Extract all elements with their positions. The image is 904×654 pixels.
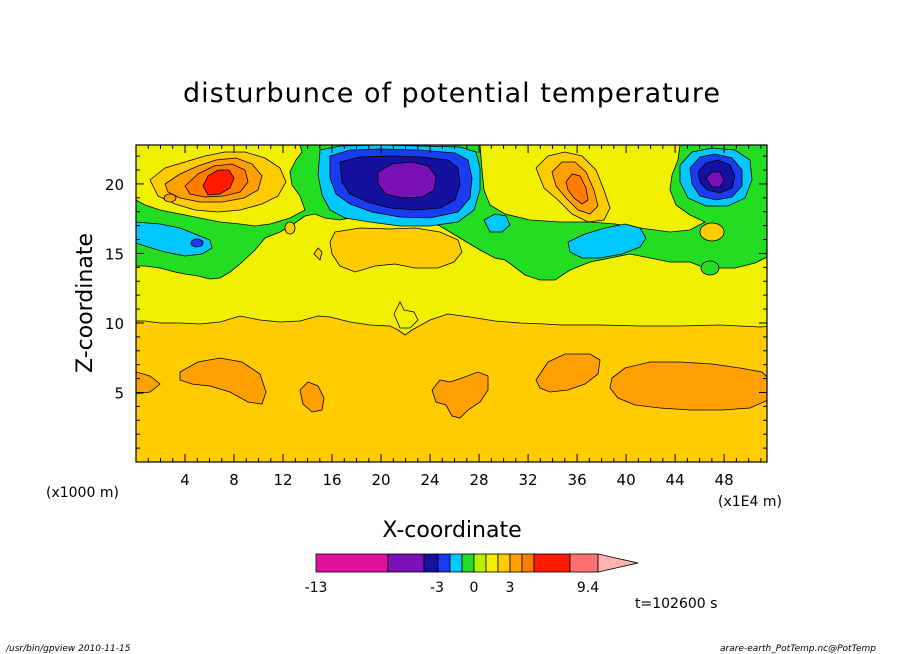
x-unit-right: (x1E4 m) [718, 494, 782, 510]
chart-title: disturbunce of potential temperature [183, 78, 721, 109]
level-orange [179, 357, 267, 405]
colorbar-tick-label: 9.4 [577, 580, 599, 596]
x-tick-label: 36 [568, 471, 587, 489]
x-unit-left: (x1000 m) [46, 485, 119, 501]
x-tick-label: 4 [180, 471, 190, 489]
colorbar-segment [315, 553, 389, 573]
level-light-orange [329, 227, 463, 273]
x-tick-label: 48 [715, 471, 734, 489]
level-orange-dot [284, 221, 296, 235]
colorbar [315, 553, 639, 573]
x-axis-title: X-coordinate [382, 518, 521, 543]
colorbar-segment [449, 553, 463, 573]
y-tick-label: 15 [105, 245, 124, 263]
x-tick-label: 24 [421, 471, 440, 489]
axis-ticks [136, 145, 767, 462]
colorbar-segment [485, 553, 499, 573]
level-orange [136, 371, 161, 395]
footer-left: /usr/bin/gpview 2010-11-15 [5, 644, 131, 654]
level-red [202, 169, 235, 196]
plot-frame [135, 144, 768, 463]
colorbar-arrow [597, 553, 639, 573]
colorbar-segment [473, 553, 487, 573]
colorbar-segment [533, 553, 571, 573]
level-purple [705, 171, 725, 188]
x-tick-label: 28 [470, 471, 489, 489]
level-orange [431, 371, 489, 419]
level-cyan [567, 223, 647, 259]
x-tick-label: 20 [372, 471, 391, 489]
colorbar-tick-label: 3 [506, 580, 515, 596]
y-tick-label: 10 [105, 315, 124, 333]
level-cyan [483, 213, 511, 233]
x-tick-labels: 4 8 12 16 20 24 28 32 36 40 44 48 [180, 471, 733, 489]
colorbar-segment [423, 553, 439, 573]
colorbar-segment [509, 553, 523, 573]
y-axis-title: Z-coordinate [73, 233, 98, 373]
x-tick-label: 12 [273, 471, 292, 489]
colorbar-segment [461, 553, 475, 573]
x-tick-label: 16 [322, 471, 341, 489]
y-tick-label: 5 [114, 384, 124, 402]
level-purple [377, 161, 437, 199]
level-orange-dot [699, 222, 725, 242]
level-dark-orange [565, 173, 589, 205]
colorbar-segment [437, 553, 451, 573]
x-tick-label: 8 [229, 471, 239, 489]
time-label: t=102600 s [635, 596, 717, 612]
x-tick-label: 44 [666, 471, 685, 489]
contour-field [136, 145, 767, 462]
level-light-orange-blob [313, 247, 323, 261]
level-yellow-island [393, 301, 419, 329]
level-green-dot [700, 260, 720, 276]
colorbar-segment [387, 553, 425, 573]
level-blue-dot [190, 238, 204, 248]
colorbar-tick-label: -13 [305, 580, 328, 596]
colorbar-tick-label: 0 [470, 580, 479, 596]
x-tick-label: 40 [617, 471, 636, 489]
x-tick-label: 32 [519, 471, 538, 489]
colorbar-segment [569, 553, 599, 573]
level-cyan [136, 221, 213, 257]
colorbar-segment [521, 553, 535, 573]
y-tick-label: 20 [105, 176, 124, 194]
colorbar-tick-label: -3 [430, 580, 444, 596]
colorbar-segment [497, 553, 511, 573]
footer-right: arare-earth_PotTemp.nc@PotTemp [720, 644, 876, 654]
level-orange [609, 361, 767, 411]
level-orange [299, 381, 325, 413]
y-tick-labels: 5 10 15 20 [105, 176, 124, 403]
colorbar-labels: -13 -3 0 3 9.4 [305, 580, 600, 596]
level-orange-dot [163, 193, 177, 203]
level-orange [535, 353, 601, 393]
